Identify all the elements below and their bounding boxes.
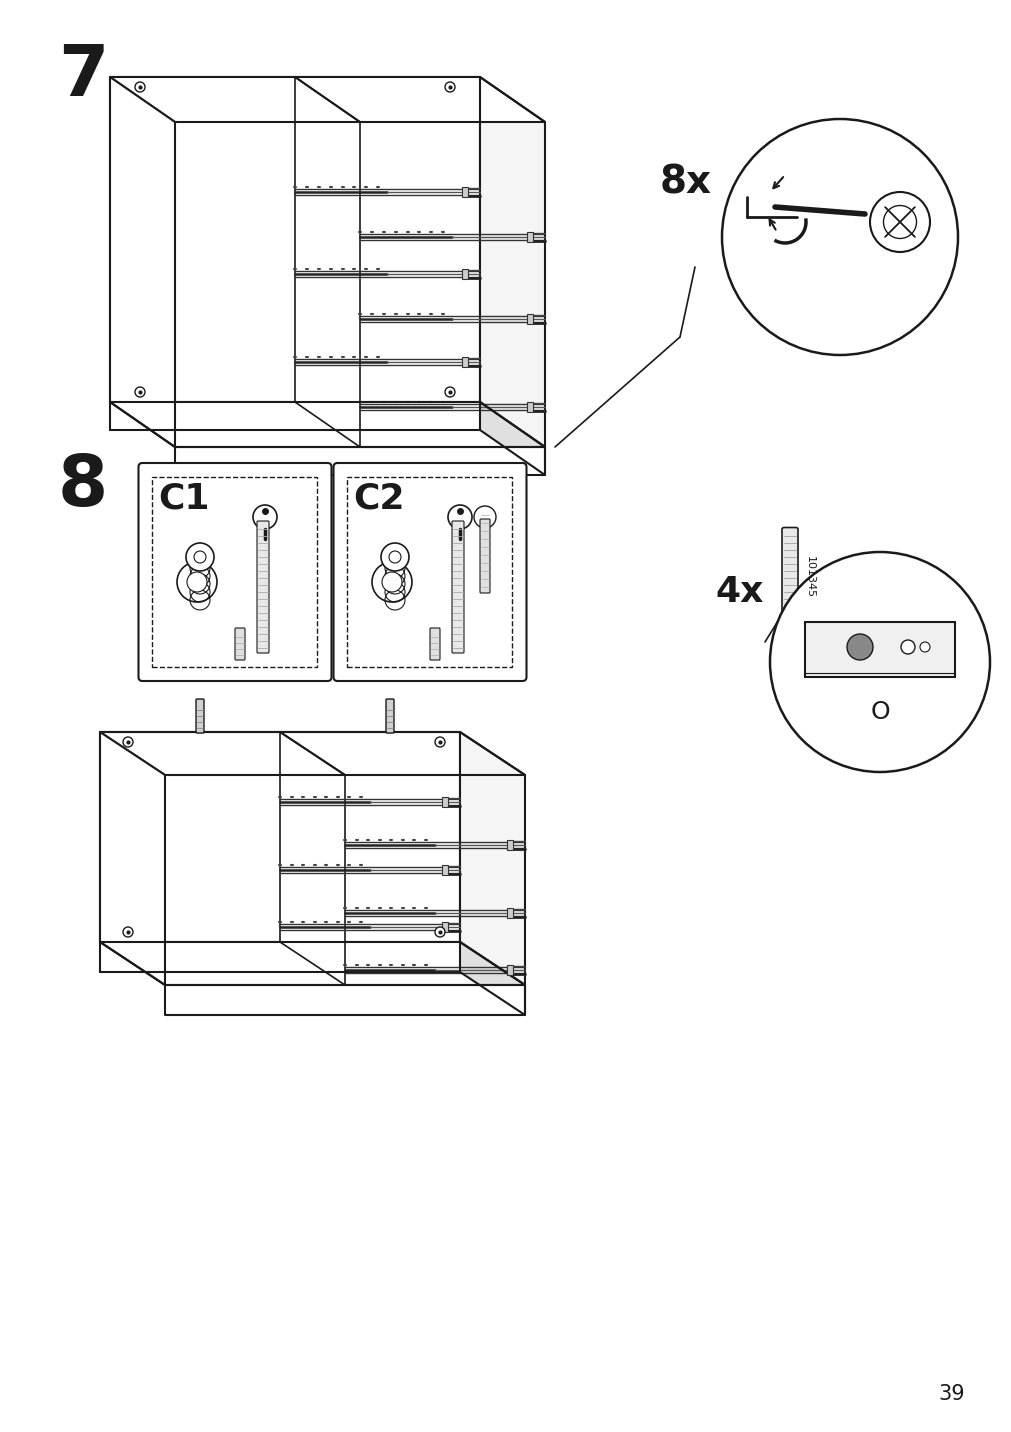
Polygon shape <box>110 77 479 402</box>
Text: 7: 7 <box>58 42 108 112</box>
FancyBboxPatch shape <box>507 841 513 851</box>
Polygon shape <box>100 732 165 985</box>
Circle shape <box>186 543 213 571</box>
Circle shape <box>187 571 207 591</box>
FancyBboxPatch shape <box>527 402 533 412</box>
FancyBboxPatch shape <box>139 463 332 682</box>
Circle shape <box>381 571 401 591</box>
Circle shape <box>769 551 989 772</box>
FancyBboxPatch shape <box>462 269 467 279</box>
FancyBboxPatch shape <box>462 188 467 198</box>
Polygon shape <box>295 77 360 447</box>
Text: O: O <box>869 700 889 725</box>
Circle shape <box>445 387 455 397</box>
FancyBboxPatch shape <box>347 477 512 667</box>
FancyBboxPatch shape <box>527 232 533 242</box>
Text: 101345: 101345 <box>804 556 814 599</box>
Circle shape <box>380 543 408 571</box>
FancyBboxPatch shape <box>782 527 798 627</box>
FancyBboxPatch shape <box>452 521 463 653</box>
Circle shape <box>846 634 872 660</box>
Circle shape <box>883 206 916 239</box>
FancyBboxPatch shape <box>385 699 393 733</box>
Text: 8: 8 <box>58 453 108 521</box>
Polygon shape <box>175 447 545 475</box>
Circle shape <box>134 82 145 92</box>
Circle shape <box>435 927 445 937</box>
Polygon shape <box>460 942 525 1015</box>
Polygon shape <box>100 732 460 942</box>
Circle shape <box>473 505 495 528</box>
FancyBboxPatch shape <box>442 865 448 875</box>
Polygon shape <box>280 732 345 985</box>
FancyBboxPatch shape <box>153 477 317 667</box>
Polygon shape <box>479 402 545 475</box>
Circle shape <box>194 551 206 563</box>
FancyBboxPatch shape <box>235 629 245 660</box>
Text: 8x: 8x <box>659 163 712 200</box>
Circle shape <box>388 551 400 563</box>
Circle shape <box>919 642 929 652</box>
FancyBboxPatch shape <box>430 629 440 660</box>
Polygon shape <box>110 77 545 122</box>
Text: C1: C1 <box>159 481 210 516</box>
Circle shape <box>448 505 471 528</box>
Circle shape <box>134 387 145 397</box>
Circle shape <box>435 737 445 748</box>
Circle shape <box>123 737 132 748</box>
Circle shape <box>123 927 132 937</box>
Polygon shape <box>479 77 545 447</box>
FancyBboxPatch shape <box>507 965 513 975</box>
Circle shape <box>900 640 914 654</box>
Circle shape <box>253 505 277 528</box>
FancyBboxPatch shape <box>442 922 448 932</box>
Circle shape <box>372 561 411 601</box>
FancyBboxPatch shape <box>507 908 513 918</box>
Text: 39: 39 <box>937 1383 964 1403</box>
Circle shape <box>721 119 957 355</box>
FancyBboxPatch shape <box>196 699 204 733</box>
Polygon shape <box>100 942 525 985</box>
FancyBboxPatch shape <box>804 621 954 677</box>
Circle shape <box>177 561 216 601</box>
Circle shape <box>869 192 929 252</box>
Text: C2: C2 <box>353 481 404 516</box>
FancyBboxPatch shape <box>442 798 448 808</box>
FancyBboxPatch shape <box>334 463 526 682</box>
Polygon shape <box>165 985 525 1015</box>
FancyBboxPatch shape <box>257 521 269 653</box>
Circle shape <box>445 82 455 92</box>
FancyBboxPatch shape <box>462 357 467 367</box>
Polygon shape <box>110 77 175 447</box>
Polygon shape <box>460 732 525 985</box>
FancyBboxPatch shape <box>527 314 533 324</box>
FancyBboxPatch shape <box>479 518 489 593</box>
Text: 4x: 4x <box>715 576 762 609</box>
Polygon shape <box>110 402 545 447</box>
